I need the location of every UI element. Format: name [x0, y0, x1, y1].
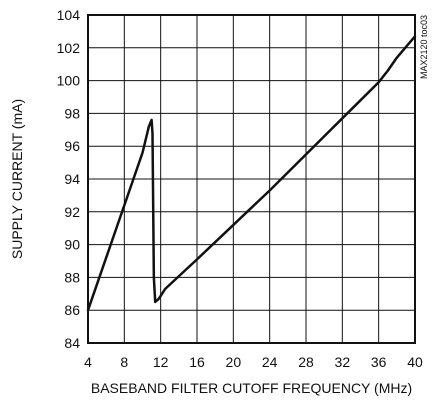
y-tick-label: 88	[64, 269, 80, 285]
y-tick-label: 102	[57, 40, 81, 56]
x-tick-label: 28	[298, 354, 314, 370]
y-tick-label: 84	[64, 335, 80, 351]
side-note: MAX2120 toc03	[419, 15, 429, 79]
x-tick-label: 24	[262, 354, 278, 370]
y-tick-label: 94	[64, 171, 80, 187]
y-tick-label: 98	[64, 105, 80, 121]
y-tick-label: 96	[64, 138, 80, 154]
y-axis-title: SUPPLY CURRENT (mA)	[9, 99, 25, 259]
tick-labels: 4 8 12 16 20 24 28 32 36 40 84 86 88 90 92 94 96 98 100 102…	[57, 7, 423, 370]
series-line	[86, 35, 417, 312]
grid	[88, 15, 415, 343]
x-tick-label: 32	[335, 354, 351, 370]
x-tick-label: 4	[84, 354, 92, 370]
x-tick-label: 12	[153, 354, 169, 370]
x-axis-title: BASEBAND FILTER CUTOFF FREQUENCY (MHz)	[91, 380, 412, 396]
x-tick-label: 8	[120, 354, 128, 370]
y-tick-label: 100	[57, 73, 81, 89]
plot-frame	[87, 14, 416, 344]
y-tick-label: 86	[64, 302, 80, 318]
y-tick-label: 90	[64, 237, 80, 253]
x-tick-label: 36	[371, 354, 387, 370]
x-tick-label: 40	[407, 354, 423, 370]
x-tick-label: 16	[189, 354, 205, 370]
y-tick-label: 92	[64, 204, 80, 220]
x-tick-label: 20	[226, 354, 242, 370]
y-tick-label: 104	[57, 7, 81, 23]
